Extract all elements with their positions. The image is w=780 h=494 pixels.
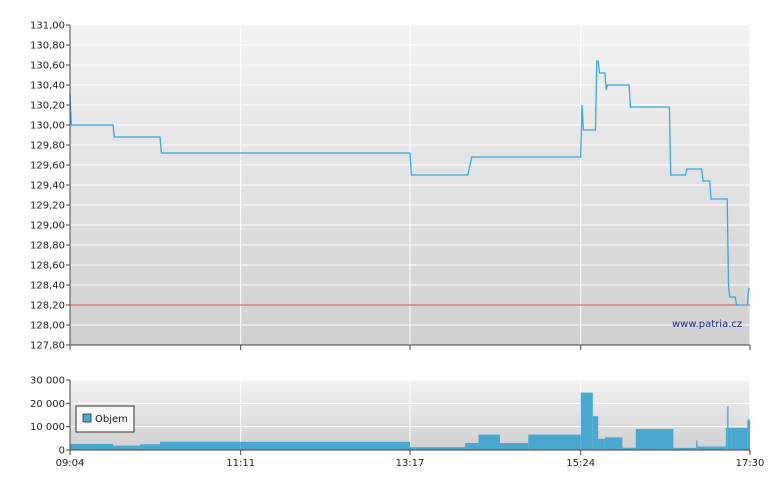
volume-bar [592,416,599,450]
x-tick-label: 17:30 [736,458,765,469]
price-y-tick-label: 130,20 [30,101,65,112]
volume-bar [598,438,605,450]
volume-bar [673,447,697,450]
volume-y-tick-label: 30 000 [30,376,65,387]
price-y-tick-label: 128,00 [30,321,65,332]
price-y-axis: 131,00 130,80 130,60 130,40 130,20 130,00 129,… [30,21,70,352]
volume-bar [160,441,241,450]
x-tick-label: 09:04 [56,458,85,469]
price-y-tick-label: 127,80 [30,341,65,352]
volume-bar [139,444,161,450]
watermark: www.patria.cz [672,319,742,330]
volume-y-tick-label: 20 000 [30,399,65,410]
x-tick-label: 15:24 [566,458,595,469]
volume-bar [696,440,698,450]
price-y-tick-label: 128,60 [30,261,65,272]
volume-y-tick-label: 0 [59,446,65,457]
volume-bar [528,434,581,450]
legend: Objem [75,405,135,433]
volume-bar [465,443,479,450]
volume-bar [728,427,732,450]
volume-y-tick-label: 10 000 [30,422,65,433]
volume-bar [478,434,500,450]
volume-bars [70,392,750,450]
x-tick-label: 11:11 [226,458,255,469]
volume-bar [725,427,728,450]
price-y-tick-label: 129,20 [30,201,65,212]
volume-bar [622,447,636,450]
volume-bar [500,443,529,450]
legend-swatch [82,413,92,423]
volume-bar [697,446,726,450]
volume-bar [582,392,593,450]
price-y-tick-label: 130,40 [30,81,65,92]
volume-bar [113,445,140,450]
volume-panel: 30 000 20 000 10 000 0 09:04 11:11 13:17 15:24… [30,376,764,470]
volume-bar [604,437,623,450]
volume-bar [70,443,113,450]
volume-bar [410,447,466,450]
price-y-tick-label: 128,40 [30,281,65,292]
volume-bar [731,427,748,450]
volume-bar [747,419,750,450]
price-y-tick-label: 129,80 [30,141,65,152]
legend-label: Objem [95,414,128,425]
volume-bar [635,429,674,450]
price-y-tick-label: 129,00 [30,221,65,232]
price-y-tick-label: 131,00 [30,21,65,32]
price-y-tick-label: 128,80 [30,241,65,252]
x-tick-label: 13:17 [396,458,425,469]
volume-bar [240,441,410,450]
price-y-tick-label: 129,40 [30,181,65,192]
price-y-tick-label: 129,60 [30,161,65,172]
volume-y-axis: 30 000 20 000 10 000 0 [30,376,70,457]
legend-box [75,405,135,433]
price-y-tick-label: 130,80 [30,41,65,52]
price-panel: 131,00 130,80 130,60 130,40 130,20 130,00 129,… [30,21,751,352]
price-y-tick-label: 128,20 [30,301,65,312]
price-series-line [69,60,750,306]
price-y-tick-label: 130,00 [30,121,65,132]
x-axis-labels: 09:04 11:11 13:17 15:24 17:30 [56,458,765,469]
price-y-tick-label: 130,60 [30,61,65,72]
volume-bar [580,392,582,450]
volume-bar [727,406,729,450]
